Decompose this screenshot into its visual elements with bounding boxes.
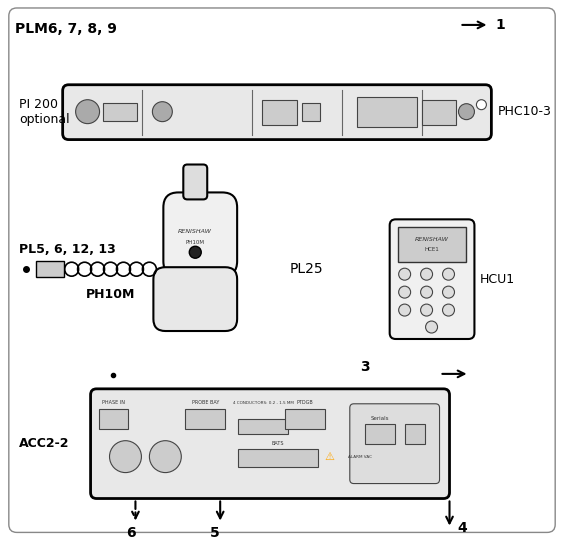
Text: ⚠: ⚠ — [325, 451, 335, 462]
Text: BATS: BATS — [272, 441, 284, 446]
Circle shape — [189, 246, 201, 258]
Text: PL5, 6, 12, 13: PL5, 6, 12, 13 — [19, 243, 116, 256]
Bar — [185, 409, 225, 429]
Bar — [238, 449, 318, 467]
Text: 4 CONDUCTORS: 0.2 - 1.5 MM: 4 CONDUCTORS: 0.2 - 1.5 MM — [232, 401, 294, 405]
FancyBboxPatch shape — [63, 85, 492, 140]
FancyBboxPatch shape — [91, 389, 450, 499]
Text: PH10M: PH10M — [86, 288, 135, 301]
Text: 1: 1 — [496, 18, 505, 32]
Circle shape — [421, 304, 433, 316]
Circle shape — [149, 441, 181, 473]
Circle shape — [153, 102, 172, 121]
Text: Serials: Serials — [370, 416, 389, 421]
FancyBboxPatch shape — [154, 267, 237, 331]
Text: PH10M: PH10M — [186, 240, 205, 245]
Bar — [36, 261, 64, 277]
Text: PI 200
optional: PI 200 optional — [19, 98, 69, 126]
Text: PTDGB: PTDGB — [297, 401, 314, 405]
Circle shape — [399, 304, 411, 316]
Bar — [397, 227, 467, 262]
Circle shape — [442, 268, 455, 280]
FancyBboxPatch shape — [183, 165, 207, 199]
FancyBboxPatch shape — [163, 192, 237, 276]
Bar — [405, 424, 425, 444]
Circle shape — [421, 286, 433, 298]
Text: 4: 4 — [458, 521, 467, 535]
Bar — [422, 100, 456, 125]
Text: PLM6, 7, 8, 9: PLM6, 7, 8, 9 — [15, 22, 117, 36]
FancyBboxPatch shape — [9, 8, 555, 532]
Text: HCU1: HCU1 — [480, 273, 514, 286]
Circle shape — [421, 268, 433, 280]
Bar — [238, 419, 288, 434]
Bar — [103, 102, 137, 121]
Circle shape — [459, 104, 475, 120]
Circle shape — [426, 321, 438, 333]
Bar — [285, 409, 325, 429]
Text: RENISHAW: RENISHAW — [414, 237, 448, 242]
Text: PHASE IN: PHASE IN — [102, 401, 125, 405]
Circle shape — [442, 286, 455, 298]
Text: ACC2-2: ACC2-2 — [19, 437, 69, 450]
Bar — [99, 409, 129, 429]
FancyBboxPatch shape — [350, 404, 439, 483]
Circle shape — [75, 100, 100, 124]
Bar — [365, 424, 395, 444]
Bar — [302, 102, 320, 121]
Text: PROBE BAY: PROBE BAY — [192, 401, 219, 405]
Text: HCE1: HCE1 — [424, 247, 439, 251]
Circle shape — [109, 441, 141, 473]
Circle shape — [476, 100, 486, 109]
Circle shape — [399, 286, 411, 298]
Text: 5: 5 — [210, 526, 220, 540]
Text: ALARM VAC: ALARM VAC — [348, 455, 372, 459]
Circle shape — [399, 268, 411, 280]
Text: PHC10-3: PHC10-3 — [497, 105, 551, 118]
Text: PL25: PL25 — [290, 262, 324, 276]
Text: 6: 6 — [126, 526, 136, 540]
Circle shape — [442, 304, 455, 316]
Bar — [262, 100, 297, 125]
Text: RENISHAW: RENISHAW — [179, 229, 212, 234]
Bar — [357, 96, 417, 127]
Text: 3: 3 — [360, 360, 369, 374]
FancyBboxPatch shape — [390, 220, 475, 339]
